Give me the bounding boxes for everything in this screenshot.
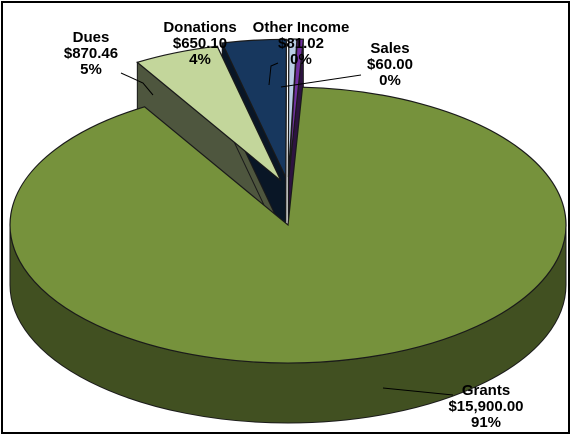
label-grants-value: $15,900.00 [448, 398, 523, 415]
label-sales: Sales $60.00 0% [367, 40, 413, 89]
label-dues-name: Dues [73, 29, 110, 46]
label-sales-name: Sales [370, 40, 409, 57]
label-grants: Grants $15,900.00 91% [448, 382, 523, 431]
pie-chart: Dues $870.46 5% Donations $650.10 4% Oth… [9, 19, 567, 431]
label-donations-value: $650.10 [173, 35, 227, 52]
pie-tops [9, 38, 567, 364]
slice-grants [9, 86, 567, 364]
leader-grants [382, 387, 454, 396]
leader-other-income [268, 62, 279, 86]
label-sales-percent: 0% [379, 72, 401, 89]
label-grants-name: Grants [462, 382, 510, 399]
label-other-income-name: Other Income [253, 19, 350, 36]
label-sales-value: $60.00 [367, 56, 413, 73]
leader-lines [120, 62, 454, 396]
label-other-income: Other Income $81.02 0% [253, 19, 350, 68]
leader-dues [120, 72, 154, 96]
label-donations: Donations $650.10 4% [163, 19, 236, 68]
label-dues-value: $870.46 [64, 45, 118, 62]
label-other-income-percent: 0% [290, 51, 312, 68]
label-dues: Dues $870.46 5% [64, 29, 118, 78]
slice-sales [288, 38, 305, 178]
label-grants-percent: 91% [471, 414, 501, 431]
label-other-income-value: $81.02 [278, 35, 324, 52]
leader-sales [280, 74, 362, 88]
label-donations-percent: 4% [189, 51, 211, 68]
label-dues-percent: 5% [80, 61, 102, 78]
slice-dues [136, 45, 282, 182]
label-donations-name: Donations [163, 19, 236, 36]
